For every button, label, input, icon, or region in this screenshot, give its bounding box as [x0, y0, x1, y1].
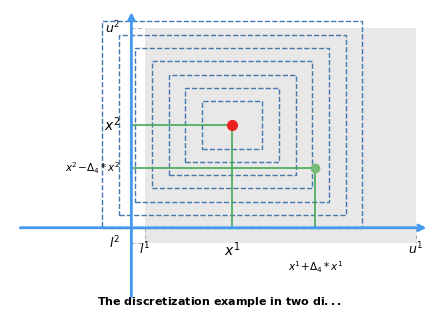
- Bar: [145, 28, 416, 243]
- Bar: [169, 75, 296, 175]
- Text: $x^1\!+\!\Delta_4 * x^1$: $x^1\!+\!\Delta_4 * x^1$: [288, 259, 343, 275]
- Bar: [102, 22, 363, 228]
- Text: $\mathbf{The\ discretization\ example\ in\ two\ di...}$: $\mathbf{The\ discretization\ example\ i…: [97, 295, 341, 309]
- Bar: [135, 48, 329, 202]
- Text: $u^1$: $u^1$: [409, 240, 424, 257]
- Bar: [185, 88, 279, 162]
- Text: $x^2\!-\!\Delta_4 * x^2$: $x^2\!-\!\Delta_4 * x^2$: [65, 161, 120, 176]
- Text: $x^2$: $x^2$: [104, 115, 120, 134]
- Bar: [202, 101, 262, 149]
- Text: $x^1$: $x^1$: [224, 240, 240, 259]
- Text: $u^2$: $u^2$: [106, 20, 120, 37]
- Text: $l^2$: $l^2$: [110, 235, 120, 252]
- Bar: [152, 61, 312, 188]
- Bar: [119, 35, 346, 215]
- Text: $l^1$: $l^1$: [139, 240, 150, 257]
